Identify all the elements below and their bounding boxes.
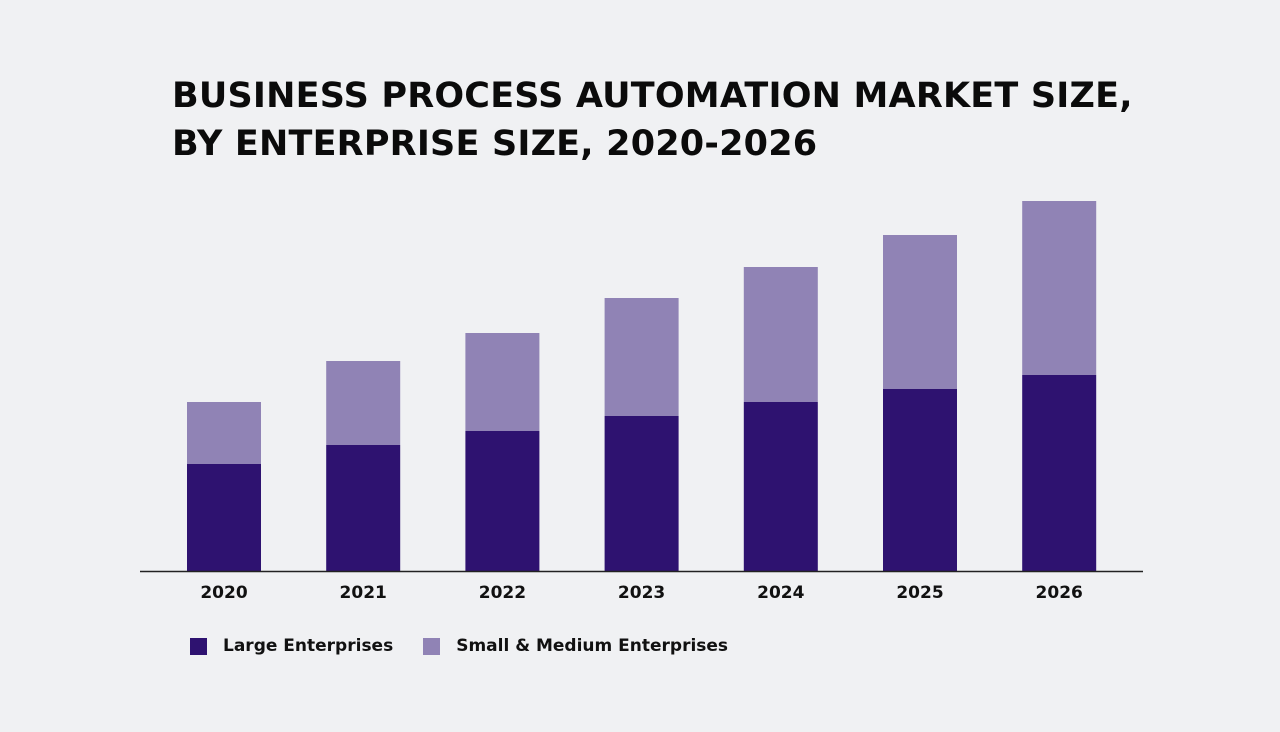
bar-large-2026 bbox=[1022, 375, 1097, 571]
x-tick-label: 2026 bbox=[1036, 583, 1083, 603]
bar-sme-2025 bbox=[883, 235, 957, 389]
chart-title: BUSINESS PROCESS AUTOMATION MARKET SIZE,… bbox=[172, 72, 1133, 168]
x-tick-label: 2021 bbox=[340, 583, 387, 603]
legend-label-sme: Small & Medium Enterprises bbox=[456, 636, 729, 656]
bar-large-2021 bbox=[326, 445, 401, 571]
x-tick-label: 2025 bbox=[896, 583, 943, 603]
legend-label-large: Large Enterprises bbox=[223, 636, 394, 656]
x-tick-label: 2024 bbox=[757, 583, 804, 603]
bar-sme-2021 bbox=[326, 361, 401, 445]
legend-swatch-large bbox=[190, 637, 207, 655]
bar-sme-2022 bbox=[465, 333, 540, 431]
legend-item-sme: Small & Medium Enterprises bbox=[423, 636, 728, 656]
legend: Large Enterprises Small & Medium Enterpr… bbox=[190, 636, 758, 656]
chart-title-line-2: BY ENTERPRISE SIZE, 2020-2026 bbox=[172, 124, 818, 164]
bar-large-2020 bbox=[187, 464, 261, 571]
bar-sme-2020 bbox=[187, 402, 261, 464]
bar-sme-2026 bbox=[1022, 201, 1097, 375]
bar-sme-2023 bbox=[604, 298, 679, 416]
bar-large-2022 bbox=[465, 431, 540, 571]
bar-large-2025 bbox=[883, 389, 957, 571]
chart-title-line-1: BUSINESS PROCESS AUTOMATION MARKET SIZE, bbox=[172, 76, 1133, 116]
legend-item-large: Large Enterprises bbox=[190, 636, 393, 656]
legend-swatch-sme bbox=[423, 637, 441, 655]
bar-large-2023 bbox=[604, 416, 679, 571]
bar-large-2024 bbox=[743, 402, 818, 571]
bar-sme-2024 bbox=[743, 267, 818, 402]
x-tick-label: 2022 bbox=[479, 583, 526, 603]
x-tick-label: 2020 bbox=[200, 583, 247, 603]
x-tick-label: 2023 bbox=[618, 583, 665, 603]
